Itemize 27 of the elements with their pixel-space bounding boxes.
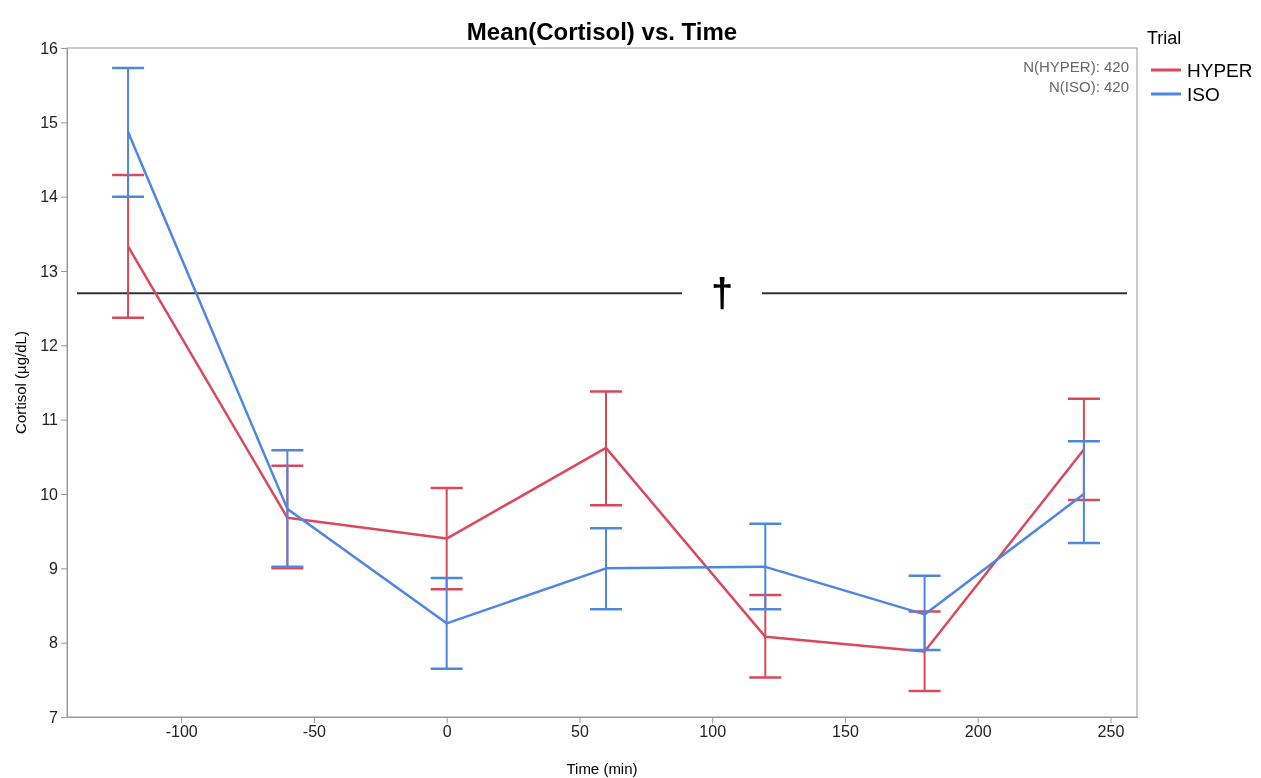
y-tick-label: 16 [40, 39, 59, 57]
y-tick-label: 7 [49, 708, 59, 726]
y-tick-label: 10 [40, 485, 59, 503]
chart-title: Mean(Cortisol) vs. Time [466, 18, 738, 45]
x-tick-label: 100 [699, 723, 727, 741]
x-tick-label: 0 [442, 723, 452, 741]
x-tick-label: -50 [302, 723, 327, 741]
legend-label: ISO [1187, 84, 1220, 105]
y-tick-label: 12 [40, 336, 59, 354]
y-axis-title: Cortisol (µg/dL) [12, 331, 29, 434]
legend-label: HYPER [1187, 60, 1253, 81]
x-tick-label: 250 [1097, 723, 1125, 741]
legend-title: Trial [1147, 28, 1182, 48]
x-tick-label: 150 [832, 723, 859, 741]
y-tick-label: 8 [49, 634, 59, 652]
annotation: N(HYPER): 420 [1023, 58, 1129, 75]
x-axis-title: Time (min) [566, 760, 638, 777]
ref-line-label: † [710, 271, 734, 316]
y-tick-label: 9 [49, 559, 59, 577]
y-tick-label: 11 [41, 411, 59, 429]
y-tick-label: 13 [40, 262, 59, 280]
annotation: N(ISO): 420 [1048, 78, 1129, 95]
x-tick-label: 200 [964, 723, 992, 741]
y-tick-label: 15 [40, 113, 59, 131]
x-tick-label: 50 [571, 723, 589, 741]
y-tick-label: 14 [40, 188, 59, 206]
x-tick-label: -100 [165, 723, 198, 741]
